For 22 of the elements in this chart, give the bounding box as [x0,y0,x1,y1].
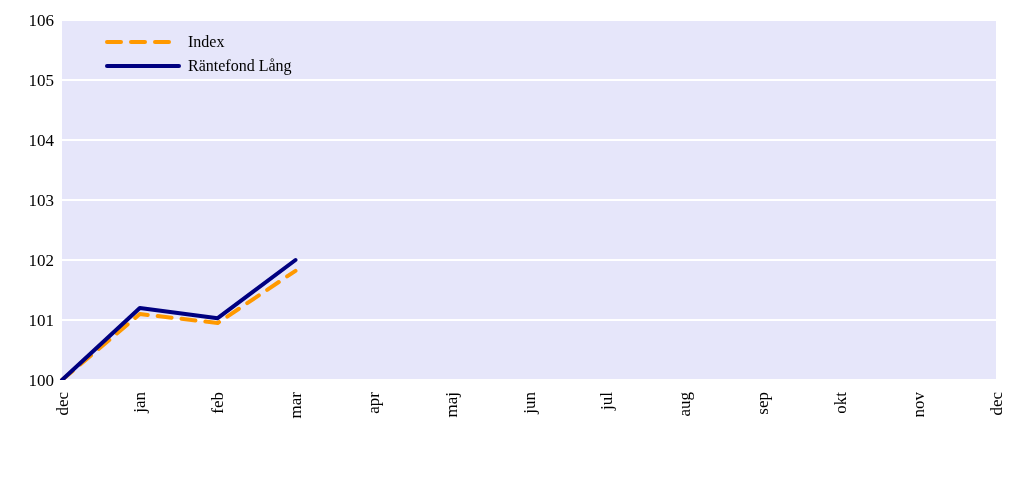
y-tick-label: 104 [28,131,55,151]
y-tick-label: 101 [28,311,54,331]
y-tick-label: 103 [28,191,54,211]
x-tick-label: jan [130,391,150,414]
x-tick-label: dec [986,391,1006,416]
y-tick-label: 105 [28,71,54,91]
y-tick-label: 106 [28,11,54,31]
x-tick-label: nov [908,391,928,418]
x-tick-label: feb [208,392,228,414]
x-tick-label: dec [52,391,72,416]
x-tick-label: jul [597,391,617,411]
x-tick-label: mar [286,391,305,419]
x-tick-label: aug [675,391,695,417]
legend-label: Räntefond Lång [188,57,292,75]
legend-label: Index [188,33,225,51]
x-tick-label: jun [519,391,539,415]
x-tick-label: sep [753,392,772,415]
y-tick-label: 100 [28,371,54,391]
x-tick-label: apr [363,391,383,414]
y-tick-label: 102 [28,251,54,271]
x-tick-label: maj [441,392,461,418]
x-tick-label: okt [830,391,850,414]
